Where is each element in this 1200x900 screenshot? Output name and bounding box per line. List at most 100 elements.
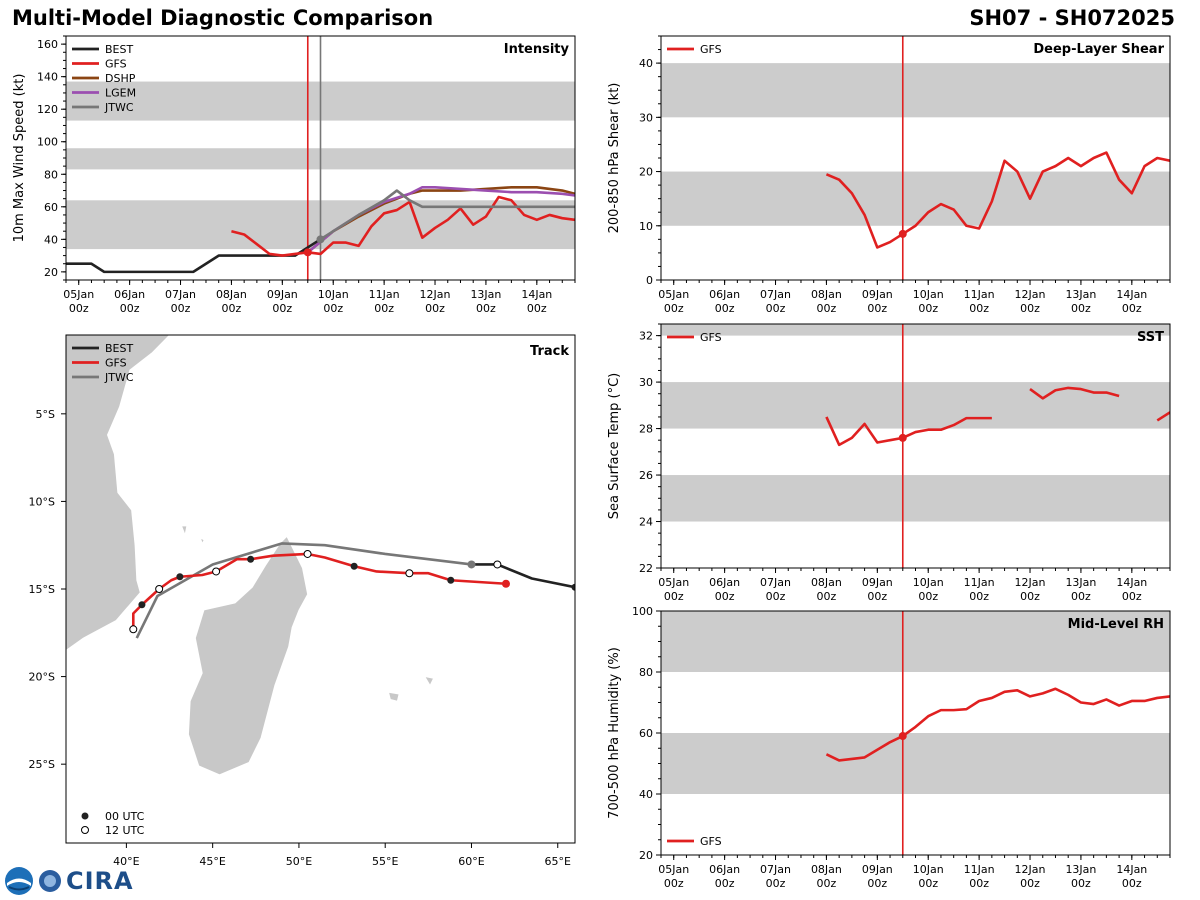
lon-tick-label: 50°E [286, 855, 312, 868]
x-tick-label: 00z [1020, 877, 1040, 890]
x-tick-label: 00z [527, 302, 547, 315]
x-tick-label: 00z [1122, 877, 1142, 890]
series-line-gfs [825, 416, 992, 447]
africa-mainland [66, 335, 171, 651]
track-marker-12utc [155, 585, 164, 593]
legend-label: GFS [105, 357, 127, 370]
x-tick-label: 09Jan [862, 288, 893, 301]
panel-rh: 2040608010005Jan00z06Jan00z07Jan00z08Jan… [607, 605, 1171, 890]
series-line-gfs [825, 151, 1170, 249]
x-tick-label: 00z [1071, 877, 1091, 890]
x-tick-label: 09Jan [862, 863, 893, 876]
y-tick-label: 0 [646, 274, 653, 287]
legend-label: 12 UTC [105, 824, 145, 837]
y-tick-label: 28 [639, 423, 653, 436]
x-tick-label: 08Jan [811, 288, 842, 301]
legend-label: GFS [700, 331, 722, 344]
track-marker-00utc [447, 576, 455, 584]
panel-title: Track [530, 344, 569, 359]
x-tick-label: 06Jan [709, 288, 740, 301]
x-tick-label: 05Jan [658, 576, 689, 589]
y-tick-label: 40 [639, 57, 653, 70]
plot-area [661, 324, 1170, 568]
lon-tick-label: 40°E [113, 855, 139, 868]
x-tick-label: 00z [1071, 590, 1091, 603]
panel-title: Deep-Layer Shear [1033, 42, 1164, 57]
x-tick-label: 00z [1020, 590, 1040, 603]
x-tick-label: 00z [817, 302, 837, 315]
series-line-gfs [1029, 386, 1120, 400]
x-tick-label: 09Jan [267, 288, 298, 301]
x-tick-label: 05Jan [658, 863, 689, 876]
x-tick-label: 10Jan [913, 576, 944, 589]
track-marker-00utc [350, 562, 358, 570]
x-tick-label: 09Jan [862, 576, 893, 589]
x-tick-label: 14Jan [1116, 288, 1147, 301]
x-tick-label: 00z [1122, 302, 1142, 315]
logo-text: CIRA [66, 867, 134, 895]
series-line-dshp [306, 185, 575, 254]
y-tick-label: 30 [639, 111, 653, 124]
lon-tick-label: 55°E [372, 855, 398, 868]
lon-tick-label: 65°E [545, 855, 571, 868]
track-marker-00utc [247, 555, 255, 563]
legend-label: JTWC [104, 101, 134, 114]
track-marker-12utc [129, 625, 138, 634]
y-tick-label: 10 [639, 220, 653, 233]
x-tick-label: 11Jan [964, 863, 995, 876]
y-tick-label: 100 [37, 136, 58, 149]
x-tick-label: 00z [766, 302, 786, 315]
shaded-band [661, 733, 1170, 794]
track-line-gfs [131, 552, 507, 630]
reunion-island [388, 691, 400, 702]
x-tick-label: 00z [120, 302, 140, 315]
x-tick-label: 00z [918, 590, 938, 603]
x-tick-label: 00z [817, 877, 837, 890]
legend-label: GFS [105, 58, 127, 71]
init-marker [303, 248, 312, 257]
track-marker-end [501, 579, 510, 588]
track-marker-00utc [176, 573, 184, 581]
x-tick-label: 10Jan [913, 863, 944, 876]
x-tick-label: 00z [969, 877, 989, 890]
map-frame [65, 334, 576, 844]
y-axis-label: 700-500 hPa Humidity (%) [607, 647, 622, 819]
x-tick-label: 00z [664, 302, 684, 315]
x-tick-label: 12Jan [1015, 863, 1046, 876]
x-tick-label: 13Jan [1065, 863, 1096, 876]
x-tick-label: 06Jan [709, 863, 740, 876]
y-tick-label: 140 [37, 71, 58, 84]
panel-intensity: 2040608010012014016005Jan00z06Jan00z07Ja… [12, 35, 576, 315]
x-tick-label: 13Jan [1065, 576, 1096, 589]
x-tick-label: 08Jan [811, 576, 842, 589]
panel-sst: 22242628303205Jan00z06Jan00z07Jan00z08Ja… [607, 323, 1171, 603]
y-tick-label: 100 [632, 605, 653, 618]
y-tick-label: 20 [639, 166, 653, 179]
plot-frame [660, 323, 1171, 569]
x-tick-label: 13Jan [1065, 288, 1096, 301]
y-tick-label: 24 [639, 516, 653, 529]
x-tick-label: 11Jan [369, 288, 400, 301]
x-tick-label: 00z [867, 590, 887, 603]
legend-label: JTWC [104, 371, 134, 384]
nesdis-logo-icon [39, 870, 61, 892]
x-tick-label: 00z [918, 877, 938, 890]
x-tick-label: 14Jan [1116, 576, 1147, 589]
x-tick-label: 00z [323, 302, 343, 315]
y-tick-label: 20 [44, 266, 58, 279]
panel-title: SST [1137, 330, 1164, 345]
y-tick-label: 22 [639, 562, 653, 575]
panel-title: Mid-Level RH [1068, 617, 1164, 632]
best-12utc-marker [493, 560, 502, 569]
x-tick-label: 14Jan [1116, 863, 1147, 876]
x-tick-label: 00z [715, 877, 735, 890]
x-tick-label: 00z [969, 302, 989, 315]
x-tick-label: 06Jan [114, 288, 145, 301]
best-00utc-marker [571, 583, 575, 591]
y-tick-label: 120 [37, 103, 58, 116]
y-axis-label: 200-850 hPa Shear (kt) [607, 83, 622, 234]
legend-label: GFS [700, 835, 722, 848]
x-tick-label: 07Jan [760, 288, 791, 301]
init-marker [898, 732, 907, 741]
track-line-jtwc [135, 542, 472, 639]
